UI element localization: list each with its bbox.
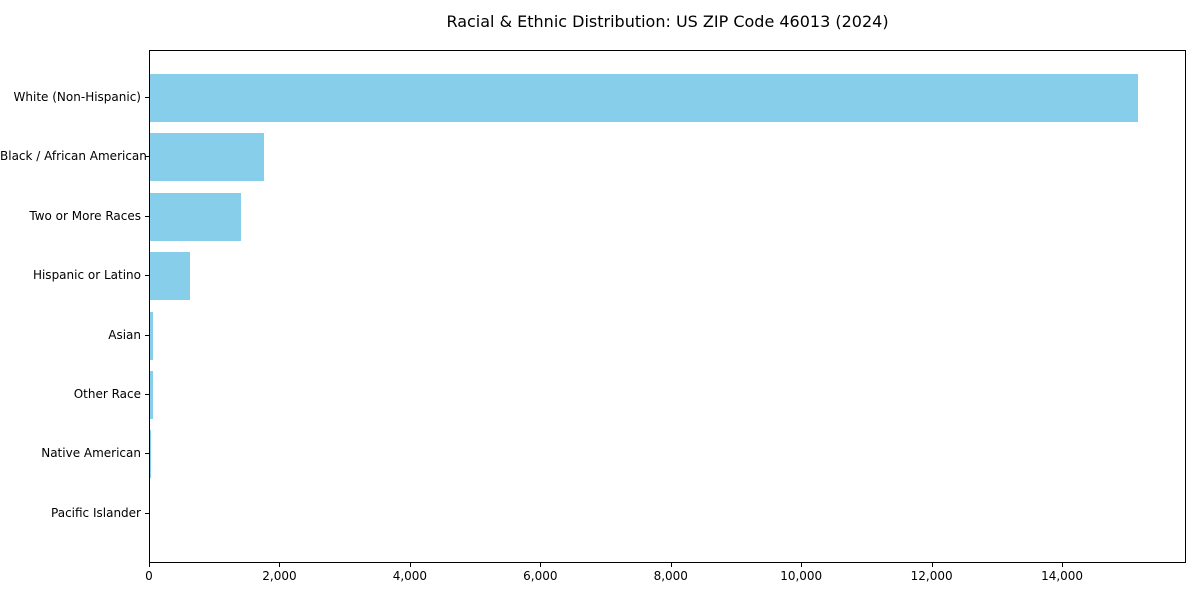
x-tick-mark xyxy=(801,563,803,567)
y-tick-mark xyxy=(145,215,149,217)
y-tick-mark xyxy=(145,334,149,336)
y-tick-mark xyxy=(145,97,149,98)
x-tick-mark xyxy=(670,563,672,567)
x-tick-label: 12,000 xyxy=(910,569,953,583)
y-tick-label: Native American xyxy=(41,446,141,461)
y-tick-mark xyxy=(145,394,149,395)
x-tick-label: 14,000 xyxy=(1041,569,1084,583)
bar xyxy=(150,252,191,301)
bar xyxy=(150,133,265,182)
plot-area xyxy=(149,50,1186,563)
y-tick-mark xyxy=(145,275,149,277)
y-tick-label: Other Race xyxy=(73,387,141,401)
x-tick-label: 0 xyxy=(145,569,153,583)
y-tick-mark xyxy=(145,156,149,158)
y-tick-label: Asian xyxy=(108,327,141,342)
x-tick-mark xyxy=(1062,563,1064,567)
x-tick-label: 6,000 xyxy=(523,569,558,583)
x-tick-label: 4,000 xyxy=(392,569,428,583)
bar xyxy=(150,430,151,479)
y-tick-label: Two or More Races xyxy=(29,208,141,223)
y-tick-mark xyxy=(145,453,149,455)
y-tick-label: Pacific Islander xyxy=(51,505,141,520)
bar xyxy=(150,311,154,360)
x-tick-mark xyxy=(409,563,411,567)
chart-title: Racial & Ethnic Distribution: US ZIP Cod… xyxy=(446,12,889,31)
bar xyxy=(150,371,153,419)
x-tick-label: 2,000 xyxy=(262,569,297,583)
y-tick-mark xyxy=(145,512,149,514)
y-tick-label: White (Non-Hispanic) xyxy=(13,90,141,104)
x-tick-label: 10,000 xyxy=(780,569,823,583)
x-tick-mark xyxy=(931,563,933,567)
x-tick-mark xyxy=(149,563,150,567)
x-tick-label: 8,000 xyxy=(653,569,688,583)
y-tick-label: Hispanic or Latino xyxy=(32,268,141,283)
x-tick-mark xyxy=(540,563,542,567)
bar xyxy=(150,192,242,241)
y-tick-label: Black / African American xyxy=(0,149,147,164)
bar xyxy=(150,74,1139,122)
x-tick-mark xyxy=(279,563,281,567)
